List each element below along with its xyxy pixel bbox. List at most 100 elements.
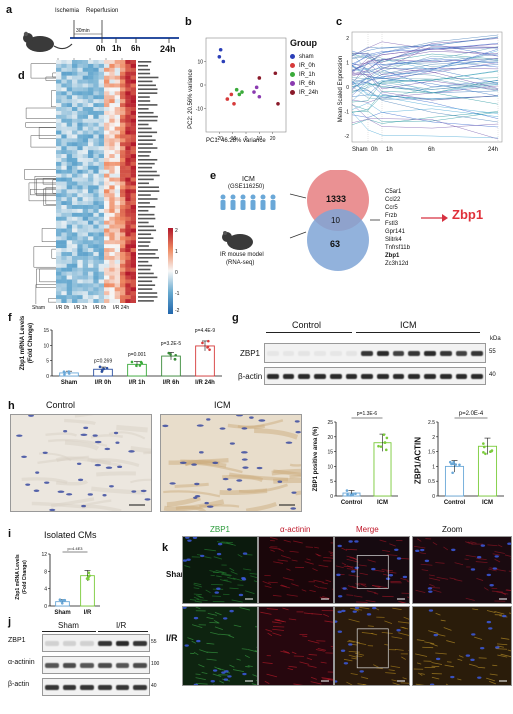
nucleus [227,488,232,491]
if-nucleus [238,593,244,597]
heatmap-cell [93,60,99,65]
heatmap-cell [72,189,78,194]
gene-list-item: Ccr5 [385,205,398,211]
heatmap-cell [93,224,99,229]
heatmap-cell [125,224,131,229]
expression-line [351,34,499,71]
heatmap-cell [120,130,126,135]
heatmap-cell [66,283,73,288]
if-signal [385,672,396,674]
heatmap-cell [109,126,115,131]
heatmap-colorbar [168,228,173,314]
heatmap-cell [66,177,73,182]
gene-label-glyph [138,127,152,130]
if-signal [272,632,282,637]
heatmap-cell [61,103,67,108]
heatmap-cell [61,122,67,127]
nucleus [179,461,187,464]
heatmap-cell [61,248,67,253]
heatmap-cell [61,201,67,206]
blot-band [377,373,389,379]
data-point [130,360,134,364]
heatmap-cell [61,157,67,163]
if-signal [250,575,260,579]
x-tick-label: Control [341,500,363,506]
gene-label-glyph [138,111,154,114]
if-signal [419,552,427,555]
heatmap-cell [109,83,115,88]
if-signal [420,673,425,675]
heatmap-cell [125,60,131,65]
heatmap-cell [130,185,136,190]
gene-label-glyph [138,300,154,302]
heatmap-cell [61,228,67,233]
if-nucleus [182,559,187,562]
if-signal [467,541,474,545]
heatmap-cell [104,118,110,123]
dendrogram-branch [30,63,56,79]
heatmap-cell [66,130,73,135]
nucleus [113,431,119,435]
if-nucleus [182,606,187,609]
heatmap-cell [61,295,67,300]
if-signal [392,682,401,686]
heatmap-cell [114,185,121,190]
heatmap-cell [82,83,89,88]
heatmap-cell [104,212,110,217]
blot-band [62,640,77,646]
heatmap-cell [120,212,126,217]
heatmap-cell [66,142,73,147]
heatmap-cell [130,267,136,272]
heatmap-cell [56,295,62,300]
if-signal [470,541,477,544]
heatmap-cell [109,271,115,276]
heatmap-cell [56,236,62,241]
if-nucleus [471,633,476,636]
heatmap-cell [114,150,121,155]
heatmap-cell [77,173,83,178]
expression-line [351,111,499,139]
blot-band [115,640,130,646]
heatmap-cell [120,95,126,100]
heatmap-cell [114,267,121,272]
heatmap-cell [77,91,83,96]
heatmap-cell [125,169,131,174]
heatmap-cell [114,114,121,119]
heatmap-cell [104,205,110,210]
heatmap-cell [66,267,73,272]
nucleus [16,434,23,437]
heatmap-cell [72,275,78,280]
heatmap-cell [130,299,136,303]
heatmap-cell [82,259,89,265]
nucleus [49,508,56,512]
if-nucleus [428,590,433,593]
heatmap-cell [56,99,62,104]
heatmap-cell [61,283,67,288]
heatmap-cell [130,60,136,65]
heatmap-cell [72,287,78,292]
heatmap-cell [61,279,67,284]
heatmap-cell [93,244,99,249]
nucleus [191,463,197,466]
if-signal [282,577,294,581]
heatmap-cell [98,146,105,151]
heatmap-cell [130,83,136,88]
heatmap-cell [114,208,121,214]
if-signal [350,607,363,611]
if-nucleus [354,566,359,569]
if-signal [198,664,205,668]
if-signal [346,558,359,563]
nucleus [140,489,147,493]
if-signal [221,573,231,577]
if-signal [306,558,311,561]
heatmap-cell [98,83,105,88]
heatmap-cell [56,91,62,96]
pca-legend-label: IR_6h [299,80,316,87]
heatmap-cell [77,165,83,170]
heatmap-cell [82,118,89,123]
heatmap-cell [82,67,89,72]
heatmap-cell [98,75,105,80]
heatmap-cell [98,244,105,249]
if-signal [307,665,317,668]
if-signal [330,645,338,648]
